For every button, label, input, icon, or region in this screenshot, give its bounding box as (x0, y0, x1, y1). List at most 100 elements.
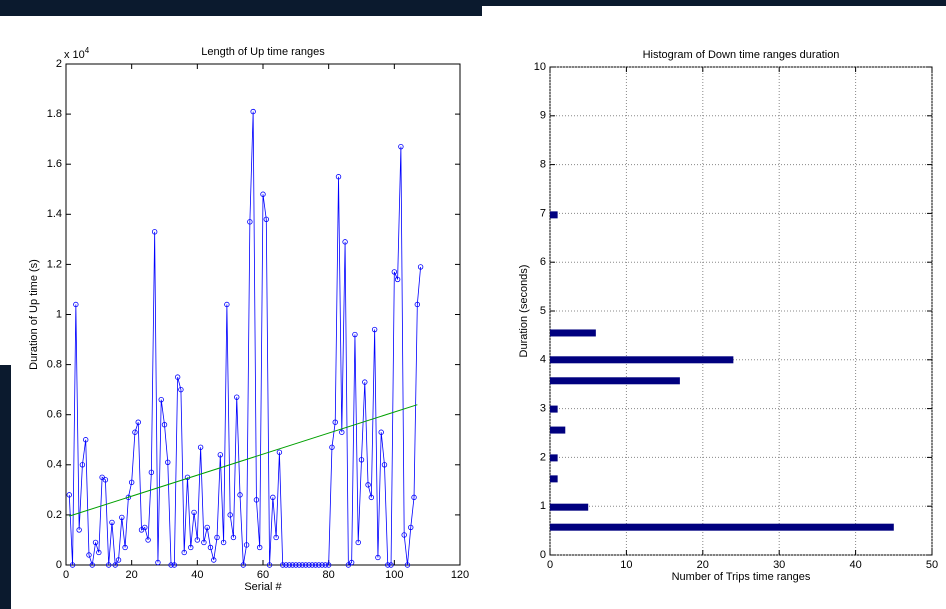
top-strip (482, 0, 946, 6)
y-tick-label: 0.2 (47, 509, 62, 521)
data-point (102, 477, 109, 483)
data-point (286, 562, 292, 568)
data-point (414, 301, 421, 308)
y-tick-label: 8 (540, 159, 546, 171)
x-tick-label: 120 (451, 569, 469, 581)
data-point (204, 524, 210, 531)
data-point (125, 494, 132, 501)
data-point (201, 539, 207, 546)
x-tick-label: 30 (773, 559, 785, 571)
data-point (342, 239, 348, 245)
data-point (335, 174, 342, 180)
data-point (96, 549, 102, 556)
data-point (211, 557, 217, 563)
data-point (375, 554, 381, 561)
data-point (339, 429, 345, 435)
data-point (371, 326, 378, 333)
data-point (408, 524, 414, 531)
data-point (296, 562, 302, 568)
y-tick-label: 10 (534, 61, 546, 73)
data-point (352, 331, 358, 338)
data-point (178, 386, 184, 393)
bar (550, 377, 680, 385)
data-point (250, 108, 256, 115)
data-point (283, 562, 289, 568)
data-point (207, 544, 214, 551)
data-point (76, 527, 82, 533)
data-point (358, 457, 365, 463)
data-point (276, 449, 283, 455)
data-point (385, 562, 391, 568)
data-point (325, 562, 332, 568)
y-tick-label: 2 (56, 58, 62, 70)
x-tick-label: 40 (191, 569, 203, 581)
data-point (142, 524, 148, 531)
y-tick-label: 0.6 (47, 409, 62, 421)
y-tick-label: 1.8 (47, 108, 62, 120)
data-point (168, 562, 174, 568)
data-point (224, 301, 230, 308)
data-point (237, 492, 243, 498)
data-point (404, 562, 411, 568)
data-point (309, 562, 315, 568)
bar (550, 211, 558, 219)
y-tick-label: 1.4 (47, 208, 62, 220)
data-point (257, 544, 263, 551)
data-point (368, 494, 375, 501)
y-multiplier-exp: 4 (85, 46, 90, 55)
data-point (234, 394, 240, 400)
y-tick-label: 1 (540, 500, 546, 512)
bar (550, 454, 558, 462)
y-tick-label: 1.6 (47, 158, 62, 170)
x-tick-label: 20 (697, 559, 709, 571)
data-point (273, 534, 279, 541)
x-tick-label: 40 (849, 559, 861, 571)
data-point (119, 514, 125, 521)
data-point (181, 549, 187, 556)
data-point (260, 191, 266, 197)
x-tick-label: 50 (926, 559, 938, 571)
x-tick-label: 0 (547, 559, 553, 571)
y-tick-label: 1 (56, 308, 62, 320)
data-point (194, 537, 201, 543)
data-point (128, 479, 135, 486)
data-point (115, 557, 122, 563)
data-point (302, 562, 309, 568)
data-point (66, 492, 72, 498)
data-point (243, 542, 250, 548)
data-point (197, 444, 204, 450)
data-point (69, 562, 76, 568)
data-point (329, 444, 335, 450)
top-strip (0, 0, 482, 16)
data-point (299, 562, 306, 568)
x-tick-label: 10 (620, 559, 632, 571)
bar (550, 426, 566, 434)
data-point (227, 512, 233, 518)
data-point (171, 562, 178, 568)
y-axis-label: Duration of Up time (s) (28, 259, 40, 370)
x-axis-label: Serial # (244, 581, 282, 593)
data-point (381, 462, 388, 468)
data-point (253, 497, 260, 503)
y-multiplier: x 104 (64, 46, 90, 61)
data-point (112, 562, 118, 568)
data-point (388, 562, 394, 568)
y-tick-label: 2 (540, 451, 546, 463)
data-point (214, 534, 220, 541)
chart-title: Histogram of Down time ranges duration (643, 49, 840, 61)
data-point (411, 494, 417, 501)
data-point (401, 532, 407, 538)
data-point (348, 559, 355, 566)
x-tick-label: 100 (385, 569, 403, 581)
data-point (316, 562, 322, 568)
data-point (362, 379, 368, 385)
data-line (68, 111, 421, 567)
data-point (266, 562, 273, 568)
data-point (247, 219, 253, 225)
data-point (165, 459, 171, 465)
data-point (151, 229, 158, 235)
y-tick-label: 5 (540, 305, 546, 317)
data-point (391, 269, 398, 275)
data-point (230, 534, 237, 541)
